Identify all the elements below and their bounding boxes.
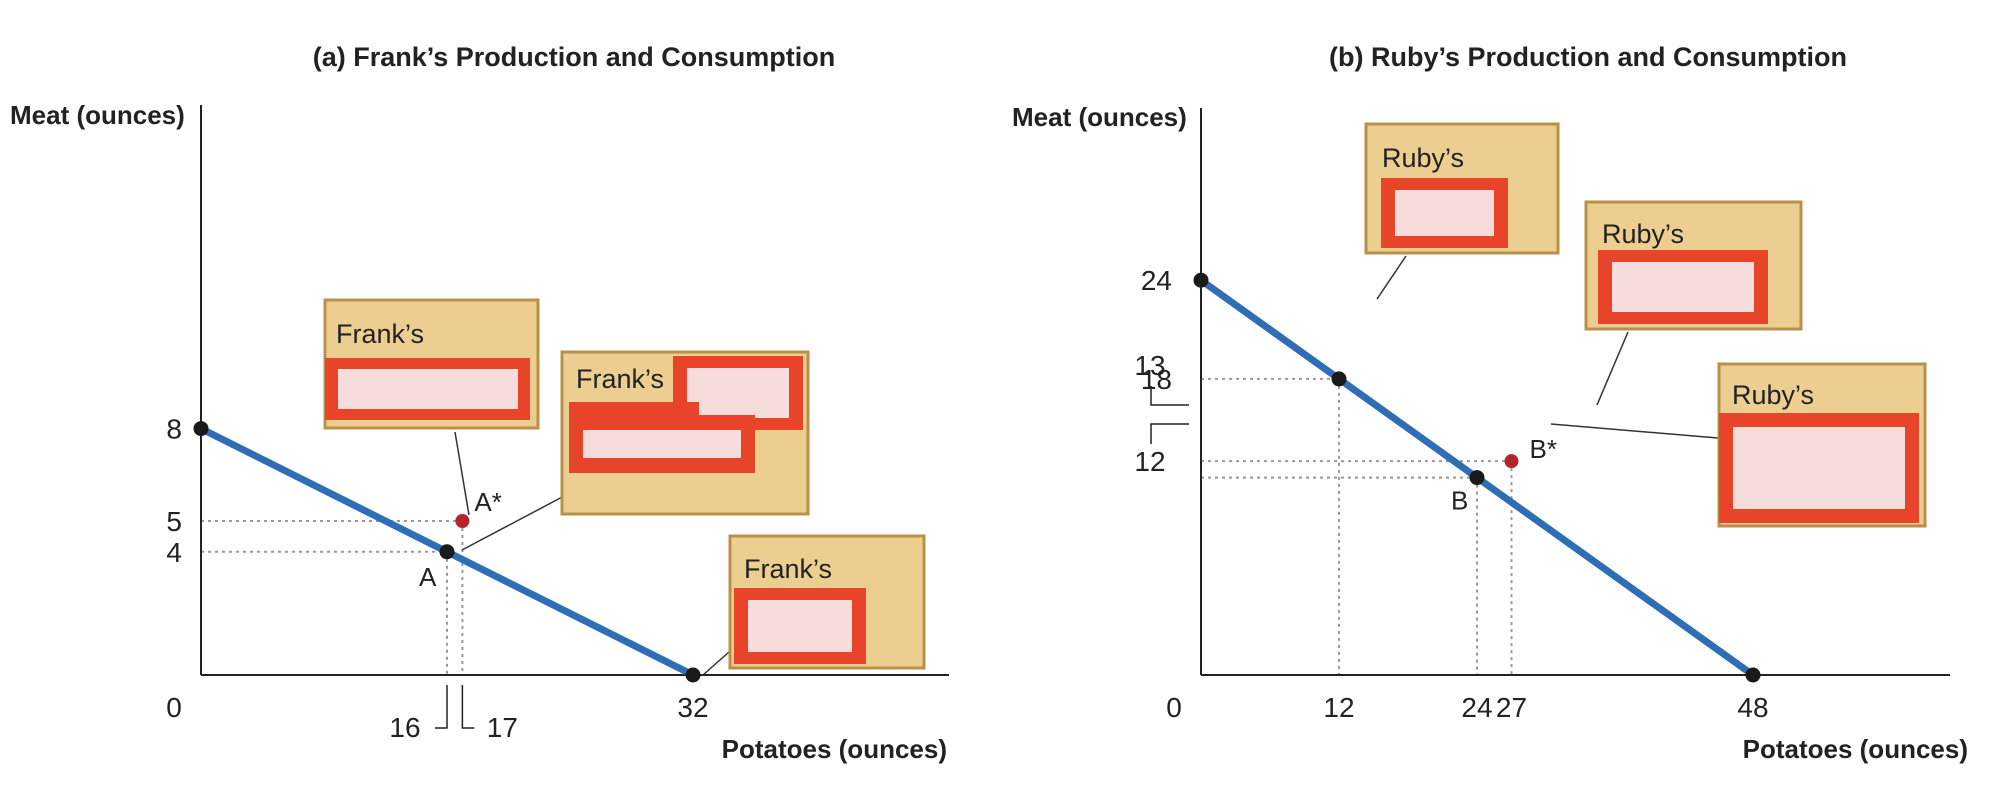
panel-b-x-axis-label: Potatoes (ounces) — [1743, 734, 1968, 764]
annotation-box-ruby-1: Ruby’s — [1364, 122, 1560, 255]
panel-b-title: (b) Ruby’s Production and Consumption — [1329, 42, 1847, 72]
tick-bracket — [435, 685, 448, 729]
annotation-box-frank-3: Frank’s — [728, 534, 926, 670]
y-tick-label: 24 — [1141, 265, 1172, 296]
annotation-frank-2-label: Frank’s — [576, 364, 664, 394]
annotation-ruby-3-label: Ruby’s — [1732, 380, 1814, 410]
production-point — [685, 667, 701, 683]
leader-line-b2 — [1596, 331, 1629, 406]
production-point — [1193, 272, 1209, 288]
panel-b-y-axis-label: Meat (ounces) — [1012, 102, 1187, 132]
point-label: A* — [474, 487, 501, 517]
annotation-frank-1-label: Frank’s — [336, 319, 424, 349]
annotation-box-frank-2: Frank’s — [560, 350, 810, 516]
annotation-ruby-1-label: Ruby’s — [1382, 143, 1464, 173]
x-tick-label: 32 — [677, 692, 708, 723]
y-tick-label: 5 — [166, 506, 182, 537]
panel-a-guide-lines — [201, 520, 464, 675]
consumption-point — [1504, 454, 1519, 469]
consumption-point — [455, 514, 470, 528]
annotation-box-ruby-2: Ruby’s — [1584, 200, 1803, 331]
point-label: B* — [1530, 434, 1557, 464]
panel-b-guide-lines — [1201, 377, 1513, 675]
production-point — [193, 421, 209, 437]
y-tick-label: 18 — [1141, 364, 1172, 395]
annotation-frank-3-label: Frank’s — [744, 554, 832, 584]
panel-a-origin-label: 0 — [166, 692, 182, 723]
production-point — [1745, 667, 1761, 683]
panel-a-y-axis-label: Meat (ounces) — [10, 100, 185, 130]
y-tick-label: 4 — [166, 537, 182, 568]
point-label: B — [1451, 486, 1468, 516]
production-point — [1469, 470, 1485, 486]
tick-bracket — [1150, 386, 1189, 406]
leader-line-b3 — [1550, 423, 1719, 439]
y-tick-label: 8 — [166, 414, 182, 445]
annotation-ruby-2-label: Ruby’s — [1602, 219, 1684, 249]
panel-ruby: (b) Ruby’s Production and Consumption Me… — [1012, 42, 1968, 764]
x-tick-label: 16 — [389, 712, 420, 743]
panel-a-ticks: 16 17 32 45 8 — [166, 414, 708, 743]
annotation-box-frank-1: Frank’s — [323, 298, 540, 430]
tick-bracket — [1150, 423, 1189, 444]
panel-b-points: B B* — [1193, 272, 1761, 683]
x-tick-label: 12 — [1323, 692, 1354, 723]
leader-line-a3 — [702, 651, 730, 676]
y-tick-label: 13 — [1134, 350, 1165, 381]
y-tick-label: 12 — [1134, 446, 1165, 477]
x-tick-label: 27 — [1496, 692, 1527, 723]
production-point — [1331, 371, 1347, 387]
x-tick-label: 24 — [1461, 692, 1492, 723]
leader-line-b1 — [1376, 255, 1407, 300]
x-tick-label: 17 — [487, 712, 518, 743]
panel-b-origin-label: 0 — [1166, 692, 1182, 723]
x-tick-label: 48 — [1737, 692, 1768, 723]
panel-a-points: A A* — [193, 421, 701, 683]
production-point — [439, 544, 455, 560]
panel-frank: (a) Frank’s Production and Consumption M… — [10, 42, 949, 764]
leader-line-a1 — [454, 431, 470, 516]
leader-line-a2 — [461, 494, 567, 551]
panel-a-x-axis-label: Potatoes (ounces) — [722, 734, 947, 764]
panel-a-title: (a) Frank’s Production and Consumption — [313, 42, 836, 72]
annotation-box-ruby-3: Ruby’s — [1717, 362, 1927, 528]
point-label: A — [419, 562, 437, 592]
tick-bracket — [461, 685, 475, 729]
